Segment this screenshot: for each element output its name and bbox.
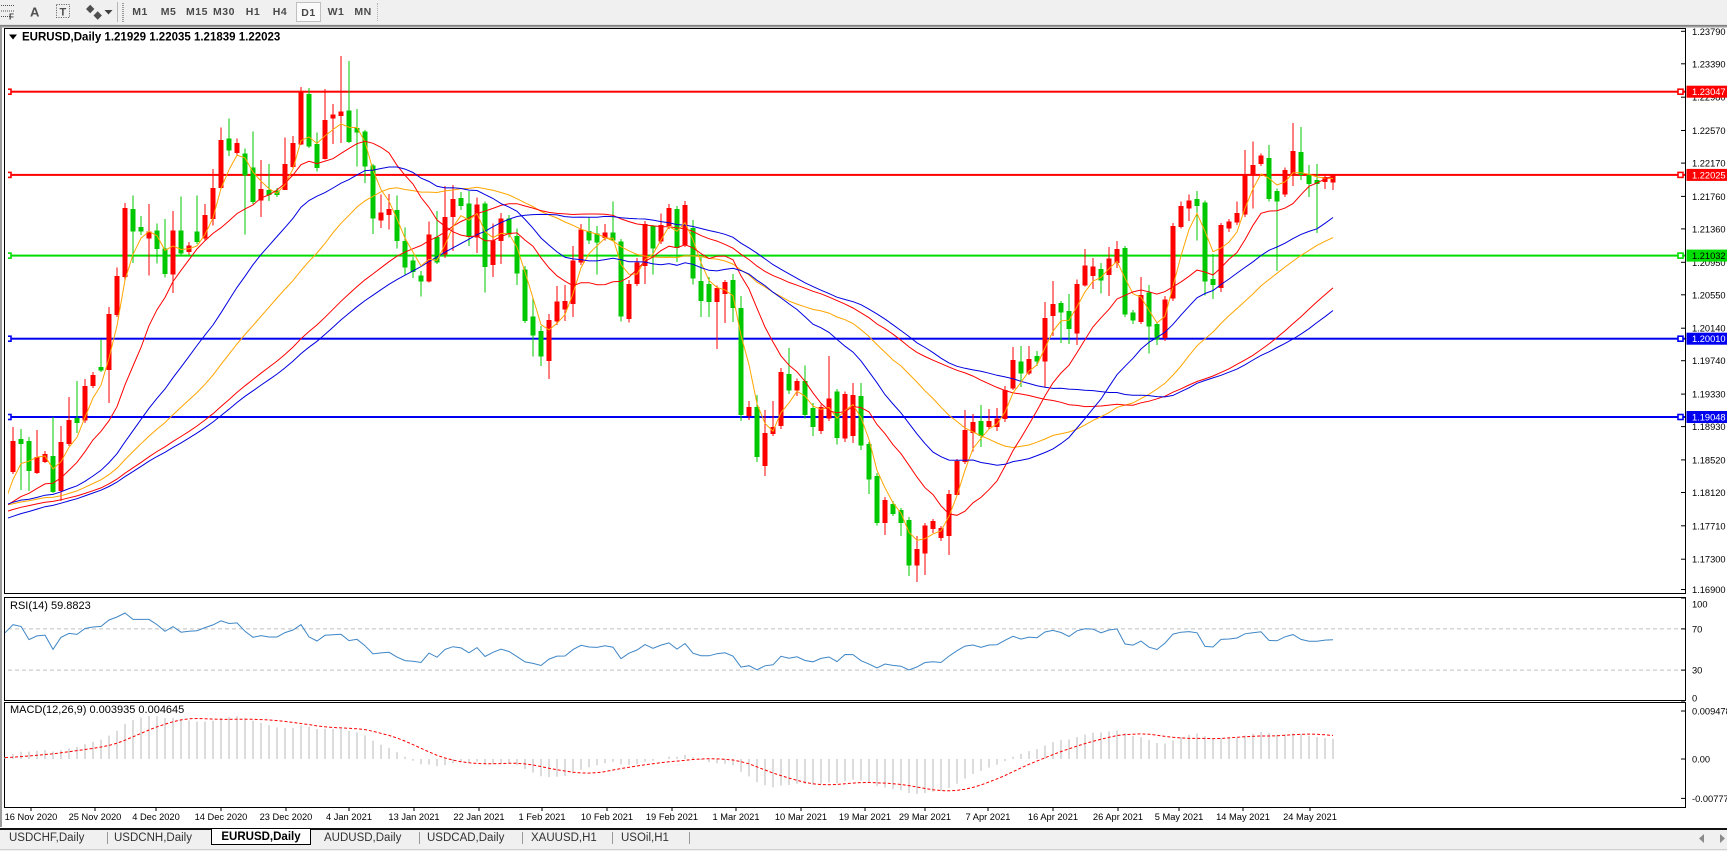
svg-text:30: 30	[1692, 666, 1702, 676]
svg-text:1.18120: 1.18120	[1692, 488, 1726, 498]
svg-text:16 Nov 2020: 16 Nov 2020	[5, 812, 58, 822]
svg-text:RSI(14) 59.8823: RSI(14) 59.8823	[10, 600, 91, 612]
svg-text:1.18930: 1.18930	[1692, 422, 1726, 432]
svg-text:1.21032: 1.21032	[1692, 251, 1726, 261]
svg-text:EURUSD,Daily 1.21929 1.22035: EURUSD,Daily 1.21929 1.22035 1.21839 1.2…	[22, 32, 280, 44]
svg-text:1.23390: 1.23390	[1692, 59, 1726, 69]
svg-text:1.20550: 1.20550	[1692, 290, 1726, 300]
svg-text:T: T	[60, 7, 67, 19]
svg-text:F: F	[9, 13, 14, 22]
svg-text:1 Mar 2021: 1 Mar 2021	[712, 812, 759, 822]
svg-text:1.20010: 1.20010	[1692, 334, 1726, 344]
svg-text:19 Mar 2021: 19 Mar 2021	[839, 812, 891, 822]
svg-text:-0.007778: -0.007778	[1692, 794, 1727, 804]
svg-text:24 May 2021: 24 May 2021	[1283, 812, 1337, 822]
svg-text:10 Mar 2021: 10 Mar 2021	[775, 812, 827, 822]
svg-text:7 Apr 2021: 7 Apr 2021	[966, 812, 1011, 822]
svg-text:1.22170: 1.22170	[1692, 159, 1726, 169]
svg-text:1.23790: 1.23790	[1692, 27, 1726, 37]
svg-text:19 Feb 2021: 19 Feb 2021	[646, 812, 698, 822]
svg-text:1.21760: 1.21760	[1692, 192, 1726, 202]
svg-text:1.19740: 1.19740	[1692, 356, 1726, 366]
svg-text:1.20140: 1.20140	[1692, 324, 1726, 334]
svg-text:MACD(12,26,9) 0.003935 0.00464: MACD(12,26,9) 0.003935 0.004645	[10, 704, 184, 716]
svg-text:70: 70	[1692, 624, 1702, 634]
svg-text:4 Dec 2020: 4 Dec 2020	[132, 812, 180, 822]
svg-text:16 Apr 2021: 16 Apr 2021	[1028, 812, 1078, 822]
svg-text:1.23047: 1.23047	[1692, 87, 1726, 97]
svg-text:22 Jan 2021: 22 Jan 2021	[453, 812, 504, 822]
svg-text:1.19330: 1.19330	[1692, 390, 1726, 400]
svg-text:26 Apr 2021: 26 Apr 2021	[1093, 812, 1143, 822]
svg-text:1.19048: 1.19048	[1692, 413, 1726, 423]
svg-text:0: 0	[1692, 694, 1697, 704]
svg-text:1.17710: 1.17710	[1692, 521, 1726, 531]
svg-text:23 Dec 2020: 23 Dec 2020	[260, 812, 313, 822]
svg-text:1.22570: 1.22570	[1692, 126, 1726, 136]
svg-text:1.21360: 1.21360	[1692, 224, 1726, 234]
svg-text:1.20950: 1.20950	[1692, 258, 1726, 268]
svg-text:14 May 2021: 14 May 2021	[1216, 812, 1270, 822]
svg-text:5 May 2021: 5 May 2021	[1155, 812, 1204, 822]
svg-text:29 Mar 2021: 29 Mar 2021	[899, 812, 951, 822]
svg-text:1.17300: 1.17300	[1692, 555, 1726, 565]
svg-text:1.16900: 1.16900	[1692, 585, 1726, 595]
svg-text:0.009478: 0.009478	[1692, 707, 1727, 717]
svg-text:14 Dec 2020: 14 Dec 2020	[195, 812, 248, 822]
svg-text:1.18520: 1.18520	[1692, 455, 1726, 465]
svg-text:1 Feb 2021: 1 Feb 2021	[518, 812, 565, 822]
svg-text:4 Jan 2021: 4 Jan 2021	[326, 812, 372, 822]
svg-text:13 Jan 2021: 13 Jan 2021	[388, 812, 439, 822]
svg-text:10 Feb 2021: 10 Feb 2021	[581, 812, 633, 822]
svg-text:25 Nov 2020: 25 Nov 2020	[69, 812, 122, 822]
svg-text:1.22025: 1.22025	[1692, 170, 1726, 180]
svg-text:0.00: 0.00	[1692, 755, 1710, 765]
svg-text:A: A	[30, 5, 40, 20]
svg-text:100: 100	[1692, 600, 1708, 610]
